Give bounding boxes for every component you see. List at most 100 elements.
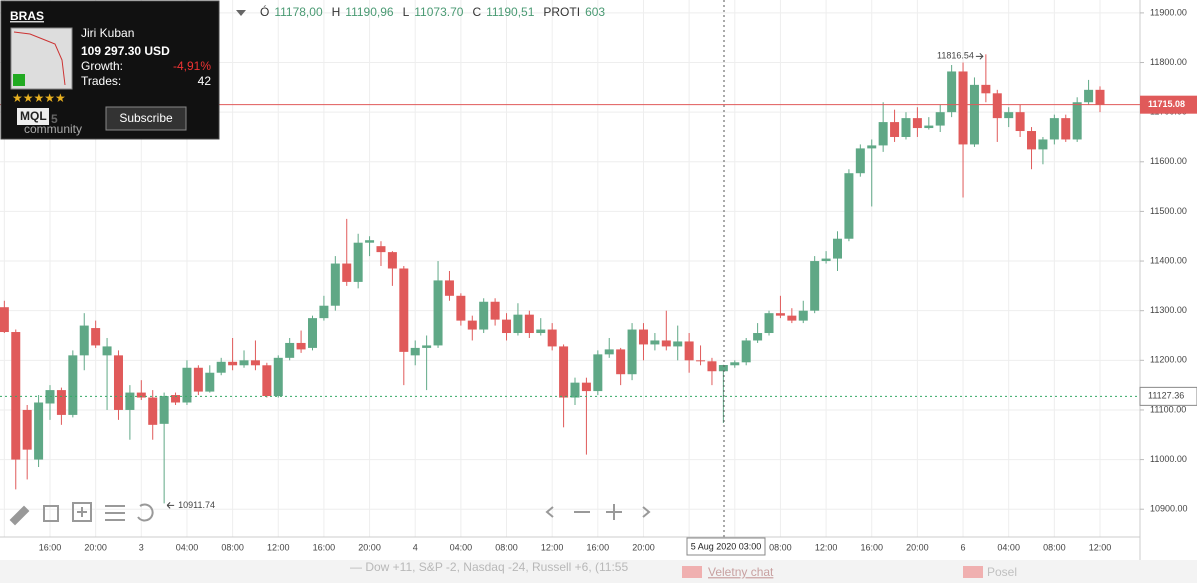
candle-body	[342, 263, 352, 282]
max-label: 11816.54	[937, 51, 974, 61]
nav-icons[interactable]	[545, 504, 651, 520]
candle-body	[319, 305, 329, 319]
news-bar	[0, 560, 1197, 583]
x-tick-label: 12:00	[1089, 542, 1112, 552]
candle-body	[696, 360, 706, 362]
candle-body	[969, 84, 979, 145]
candle-body	[924, 125, 934, 129]
reset-icon[interactable]	[137, 503, 154, 522]
chat-badge	[682, 566, 702, 578]
candle-body	[1004, 112, 1014, 119]
candle-body	[171, 395, 181, 403]
candle-body	[844, 173, 854, 239]
candle-body	[22, 409, 32, 450]
widget-stars: ★★★★★	[12, 91, 66, 105]
logo-text: MQL	[20, 109, 47, 123]
subscribe-label[interactable]: Subscribe	[119, 111, 173, 125]
candle-body	[216, 361, 226, 373]
x-tick-label: 12:00	[815, 542, 838, 552]
x-tick-label: 16:00	[39, 542, 62, 552]
header-key: C	[472, 5, 481, 19]
candle-body	[136, 392, 146, 398]
candle-body	[433, 280, 443, 346]
post-link[interactable]: Posel	[987, 565, 1017, 579]
header-key: H	[332, 5, 341, 19]
candle-body	[1072, 102, 1082, 140]
header-dropdown[interactable]	[236, 10, 246, 16]
candle-body	[456, 295, 466, 321]
candle-body	[56, 390, 66, 415]
candle-body	[570, 382, 580, 398]
y-tick-label: 11500.00	[1150, 206, 1187, 216]
x-tick-label: 04:00	[450, 542, 473, 552]
candle-body	[159, 396, 169, 424]
logo-num: 5	[51, 112, 58, 126]
candle-body	[684, 341, 694, 361]
widget-growth-label: Growth:	[81, 59, 123, 73]
price-label-box	[1140, 95, 1197, 114]
candle-body	[296, 342, 306, 350]
candle-body	[250, 360, 260, 366]
x-tick-label: 08:00	[1043, 542, 1066, 552]
signal-widget: BRAS ★★★★★ Jiri Kuban 109 297.30 USD Gro…	[0, 0, 220, 140]
candle-body	[604, 349, 614, 355]
x-tick-label: 20:00	[906, 542, 929, 552]
crosshair-price-box	[1139, 386, 1197, 406]
candle-body	[1061, 118, 1071, 140]
y-tick-label: 11000.00	[1150, 454, 1187, 464]
candle-body	[707, 361, 717, 372]
x-tick-label: 3	[139, 542, 144, 552]
candle-body	[387, 252, 397, 269]
candle-body	[798, 310, 808, 321]
chat-link[interactable]: Veletny chat	[708, 565, 774, 579]
candle-body	[11, 332, 21, 460]
x-tick-label: 08:00	[221, 542, 244, 552]
settings-icon[interactable]	[105, 505, 125, 521]
toolbar	[9, 502, 651, 526]
y-tick-label: 11100.00	[1150, 404, 1186, 414]
candle-body	[867, 145, 877, 149]
candle-body	[182, 367, 192, 403]
x-tick-label: 4	[413, 542, 418, 552]
candle-body	[536, 329, 546, 334]
x-tick-label: 16:00	[587, 542, 610, 552]
candle-body	[365, 240, 375, 243]
y-tick-label: 10900.00	[1150, 504, 1188, 514]
candle-body	[1095, 89, 1105, 105]
candle-body	[513, 314, 523, 334]
y-tick-label: 11600.00	[1150, 156, 1187, 166]
post-badge	[963, 566, 983, 578]
list-icon[interactable]	[43, 505, 59, 522]
candle-body	[113, 355, 123, 410]
candle-body	[821, 258, 831, 262]
header-value: 11190,51	[486, 5, 535, 19]
subscribe-button[interactable]	[105, 106, 187, 131]
x-tick-label: 08:00	[495, 542, 518, 552]
candle-body	[479, 301, 489, 330]
candle-body	[947, 71, 957, 113]
add-icon[interactable]	[72, 502, 92, 522]
candle-body	[1049, 118, 1059, 140]
candle-body	[764, 313, 774, 334]
candle-body	[981, 84, 991, 94]
x-tick-label: 16:00	[313, 542, 336, 552]
candle-body	[376, 246, 386, 253]
crosshair-price: 11127.36	[1148, 391, 1184, 401]
min-arrow	[166, 502, 175, 509]
candle-body	[890, 122, 900, 137]
widget-check	[13, 74, 25, 86]
axes: 10900.00 11000.00 11100.00 11200.00 11300.00…	[0, 7, 1197, 556]
pencil-icon[interactable]	[9, 505, 30, 526]
widget-symbol[interactable]: BRAS	[10, 9, 44, 23]
candle-body	[935, 112, 945, 126]
logo-sub: community	[24, 122, 82, 136]
candle-body	[547, 329, 557, 347]
crosshair-time: 5 Aug 2020 03:00	[691, 541, 762, 551]
candle-body	[285, 342, 295, 358]
candle-body	[34, 402, 44, 460]
x-tick-label: 04:00	[997, 542, 1020, 552]
x-tick-label: 20:00	[358, 542, 381, 552]
candle-body	[68, 355, 78, 415]
